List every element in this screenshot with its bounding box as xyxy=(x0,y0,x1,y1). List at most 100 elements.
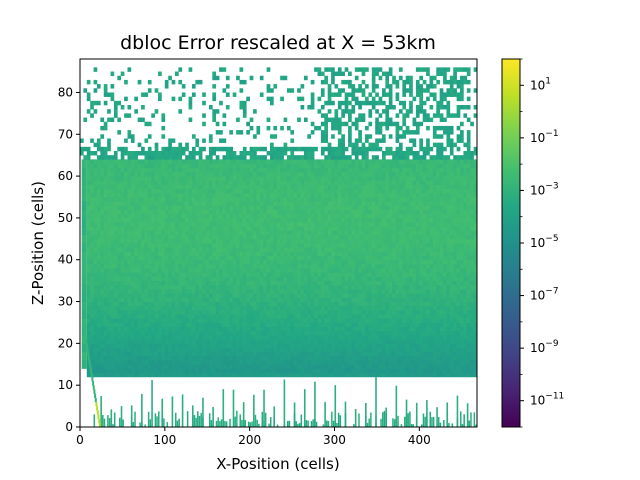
heatmap-cell xyxy=(161,192,166,198)
heatmap-cell xyxy=(351,326,356,332)
heatmap-cell xyxy=(297,255,301,261)
heatmap-cell xyxy=(171,247,176,252)
heatmap-cell xyxy=(412,343,417,348)
heatmap-cell xyxy=(154,314,159,319)
heatmap-cell xyxy=(229,297,234,302)
heatmap-cell xyxy=(253,309,257,315)
heatmap-cell xyxy=(144,276,149,282)
heatmap-cell xyxy=(395,276,400,282)
heatmap-cell xyxy=(96,209,101,215)
heatmap-cell xyxy=(266,293,271,298)
heatmap-cell xyxy=(402,351,407,357)
heatmap-cell xyxy=(96,293,101,298)
heatmap-cell xyxy=(164,222,169,227)
heatmap-cell xyxy=(215,268,220,273)
heatmap-cell xyxy=(402,276,407,282)
heatmap-cell xyxy=(137,343,142,348)
heatmap-cell xyxy=(378,368,383,374)
heatmap-cell xyxy=(134,247,139,252)
heatmap-cell xyxy=(368,230,373,236)
heatmap-cell xyxy=(402,272,407,277)
heatmap-cell xyxy=(154,192,159,198)
heatmap-cell xyxy=(154,355,159,361)
heatmap-cell xyxy=(300,330,305,336)
heatmap-cell xyxy=(161,360,166,365)
heatmap-cell xyxy=(446,318,451,323)
heatmap-cell xyxy=(181,364,186,369)
heatmap-cell xyxy=(392,243,396,248)
heatmap-cell xyxy=(426,364,430,369)
heatmap-cell xyxy=(202,339,206,344)
heatmap-cell xyxy=(212,289,217,294)
heatmap-cell xyxy=(195,289,200,294)
heatmap-cell xyxy=(107,272,111,277)
heatmap-cell xyxy=(392,335,396,340)
heatmap-cell xyxy=(449,355,454,361)
heatmap-cell xyxy=(327,364,332,369)
heatmap-cell xyxy=(205,238,210,244)
heatmap-cell xyxy=(368,360,373,365)
heatmap-cell xyxy=(361,251,366,256)
heatmap-cell xyxy=(351,372,356,378)
heatmap-cell xyxy=(86,301,91,307)
heatmap-cell xyxy=(429,247,434,252)
heatmap-cell xyxy=(463,272,468,277)
heatmap-cell xyxy=(188,305,193,311)
heatmap-cell xyxy=(242,251,247,256)
heatmap-cell xyxy=(422,322,427,328)
heatmap-cell xyxy=(466,314,471,319)
heatmap-cell xyxy=(239,305,244,311)
heatmap-cell xyxy=(354,217,359,223)
heatmap-cell xyxy=(371,263,376,269)
heatmap-cell xyxy=(466,255,471,261)
heatmap-cell xyxy=(365,205,369,210)
heatmap-cell xyxy=(436,309,441,315)
heatmap-cell xyxy=(470,255,474,261)
heatmap-cell xyxy=(107,263,111,269)
heatmap-cell xyxy=(212,364,217,369)
heatmap-cell xyxy=(300,305,305,311)
heatmap-cell xyxy=(266,201,271,206)
heatmap-cell xyxy=(103,238,108,244)
heatmap-cell xyxy=(164,213,169,219)
heatmap-cell xyxy=(348,251,352,256)
heatmap-cell xyxy=(286,230,291,236)
heatmap-cell xyxy=(263,318,268,323)
heatmap-cell xyxy=(239,234,244,240)
heatmap-cell xyxy=(368,205,373,210)
heatmap-cell xyxy=(307,339,312,344)
heatmap-cell xyxy=(429,351,434,357)
heatmap-cell xyxy=(290,276,295,282)
heatmap-cell xyxy=(398,247,403,252)
heatmap-cell xyxy=(337,226,342,231)
heatmap-cell xyxy=(96,197,101,202)
heatmap-cell xyxy=(412,326,417,332)
heatmap-cell xyxy=(208,259,213,265)
heatmap-cell xyxy=(385,293,390,298)
heatmap-cell xyxy=(432,339,437,344)
heatmap-cell xyxy=(103,355,108,361)
heatmap-cell xyxy=(232,309,237,315)
heatmap-cell xyxy=(419,309,424,315)
heatmap-cell xyxy=(456,268,461,273)
heatmap-cell xyxy=(466,213,471,219)
heatmap-cell xyxy=(432,314,437,319)
heatmap-cell xyxy=(456,297,461,302)
heatmap-cell xyxy=(246,209,251,215)
heatmap-cell xyxy=(341,243,346,248)
heatmap-cell xyxy=(290,297,295,302)
heatmap-cell xyxy=(113,314,118,319)
heatmap-cell xyxy=(225,318,230,323)
heatmap-cell xyxy=(259,213,264,219)
heatmap-cell xyxy=(412,314,417,319)
heatmap-cell xyxy=(436,330,441,336)
heatmap-cell xyxy=(470,284,474,290)
heatmap-cell xyxy=(236,355,240,361)
heatmap-cell xyxy=(283,335,288,340)
heatmap-cell xyxy=(371,368,376,374)
heatmap-cell xyxy=(212,226,217,231)
heatmap-cell xyxy=(212,343,217,348)
heatmap-cell xyxy=(473,272,477,277)
heatmap-cell xyxy=(164,289,169,294)
heatmap-cell xyxy=(422,217,427,223)
